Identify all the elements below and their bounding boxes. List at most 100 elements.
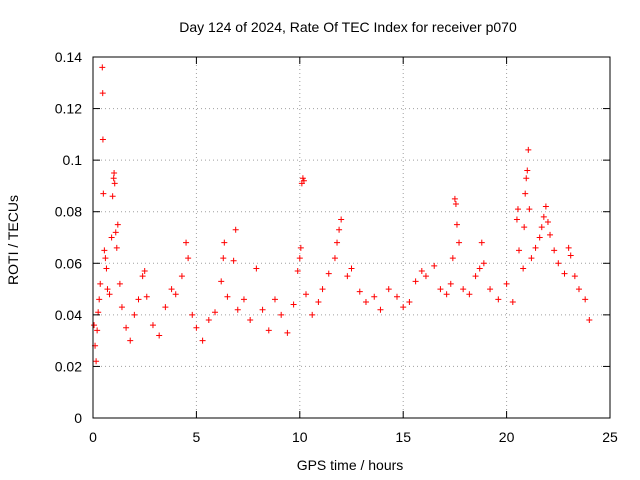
data-point	[127, 337, 134, 344]
data-point	[460, 286, 467, 293]
data-point	[338, 216, 345, 223]
data-point	[212, 309, 219, 316]
data-point	[303, 291, 310, 298]
data-point	[466, 291, 473, 298]
data-point	[547, 231, 554, 238]
data-point	[582, 296, 589, 303]
data-point	[348, 265, 355, 272]
data-point	[422, 273, 429, 280]
data-point	[309, 311, 316, 318]
data-point	[118, 304, 125, 311]
data-point	[96, 296, 103, 303]
y-tick-label: 0.08	[55, 204, 82, 220]
data-point	[290, 301, 297, 308]
data-point	[565, 244, 572, 251]
data-point	[221, 239, 228, 246]
data-point	[156, 332, 163, 339]
data-point	[99, 64, 106, 71]
data-point	[205, 317, 212, 324]
data-point	[296, 255, 303, 262]
data-point	[113, 244, 120, 251]
data-point	[183, 239, 190, 246]
data-point	[253, 265, 260, 272]
data-point	[571, 273, 578, 280]
data-point	[149, 322, 156, 329]
data-point	[143, 293, 150, 300]
data-point	[495, 296, 502, 303]
x-axis-label: GPS time / hours	[297, 457, 404, 473]
data-point	[476, 265, 483, 272]
x-tick-label: 5	[193, 429, 201, 445]
data-point	[131, 311, 138, 318]
y-axis-label: ROTI / TECUs	[5, 195, 21, 285]
data-point	[141, 268, 148, 275]
data-point	[185, 255, 192, 262]
x-tick-label: 15	[395, 429, 411, 445]
data-point	[514, 206, 521, 213]
data-point	[265, 327, 272, 334]
data-point	[294, 268, 301, 275]
data-point	[109, 193, 116, 200]
data-point	[437, 286, 444, 293]
data-point	[102, 255, 109, 262]
data-point	[371, 293, 378, 300]
data-point	[567, 252, 574, 259]
y-tick-label: 0.06	[55, 255, 82, 271]
data-point	[193, 324, 200, 331]
data-point	[111, 170, 118, 177]
data-point	[516, 247, 523, 254]
data-point	[218, 278, 225, 285]
y-tick-label: 0	[74, 410, 82, 426]
data-point	[555, 260, 562, 267]
data-point	[431, 262, 438, 269]
data-point	[247, 317, 254, 324]
data-point	[331, 255, 338, 262]
data-point	[178, 273, 185, 280]
data-point	[412, 278, 419, 285]
data-point	[418, 268, 425, 275]
data-point	[230, 257, 237, 264]
data-point	[480, 260, 487, 267]
data-point	[99, 136, 106, 143]
x-tick-label: 10	[292, 429, 308, 445]
data-point	[536, 234, 543, 241]
data-point	[220, 255, 227, 262]
data-point	[319, 286, 326, 293]
x-tick-label: 25	[602, 429, 618, 445]
data-point	[478, 239, 485, 246]
data-points	[91, 64, 593, 365]
data-point	[95, 309, 102, 316]
data-point	[532, 244, 539, 251]
data-point	[393, 293, 400, 300]
x-tick-label: 0	[89, 429, 97, 445]
data-point	[232, 226, 239, 233]
data-point	[103, 265, 110, 272]
data-point	[135, 296, 142, 303]
data-point	[520, 265, 527, 272]
data-point	[542, 203, 549, 210]
data-point	[278, 311, 285, 318]
plot-frame	[92, 56, 611, 419]
data-point	[94, 327, 101, 334]
y-tick-label: 0.02	[55, 358, 82, 374]
data-point	[93, 358, 100, 365]
data-point	[336, 226, 343, 233]
data-point	[199, 337, 206, 344]
data-point	[443, 291, 450, 298]
data-point	[99, 90, 106, 97]
data-point	[116, 280, 123, 287]
data-point	[101, 247, 108, 254]
data-point	[540, 213, 547, 220]
data-point	[344, 273, 351, 280]
data-point	[108, 234, 115, 241]
y-tick-label: 0.04	[55, 307, 82, 323]
y-tick-label: 0.14	[55, 49, 82, 65]
data-point	[400, 304, 407, 311]
data-point	[234, 306, 241, 313]
data-point	[525, 146, 532, 153]
data-point	[523, 175, 530, 182]
data-point	[162, 304, 169, 311]
data-point	[551, 247, 558, 254]
data-point	[297, 244, 304, 251]
data-point	[104, 286, 111, 293]
